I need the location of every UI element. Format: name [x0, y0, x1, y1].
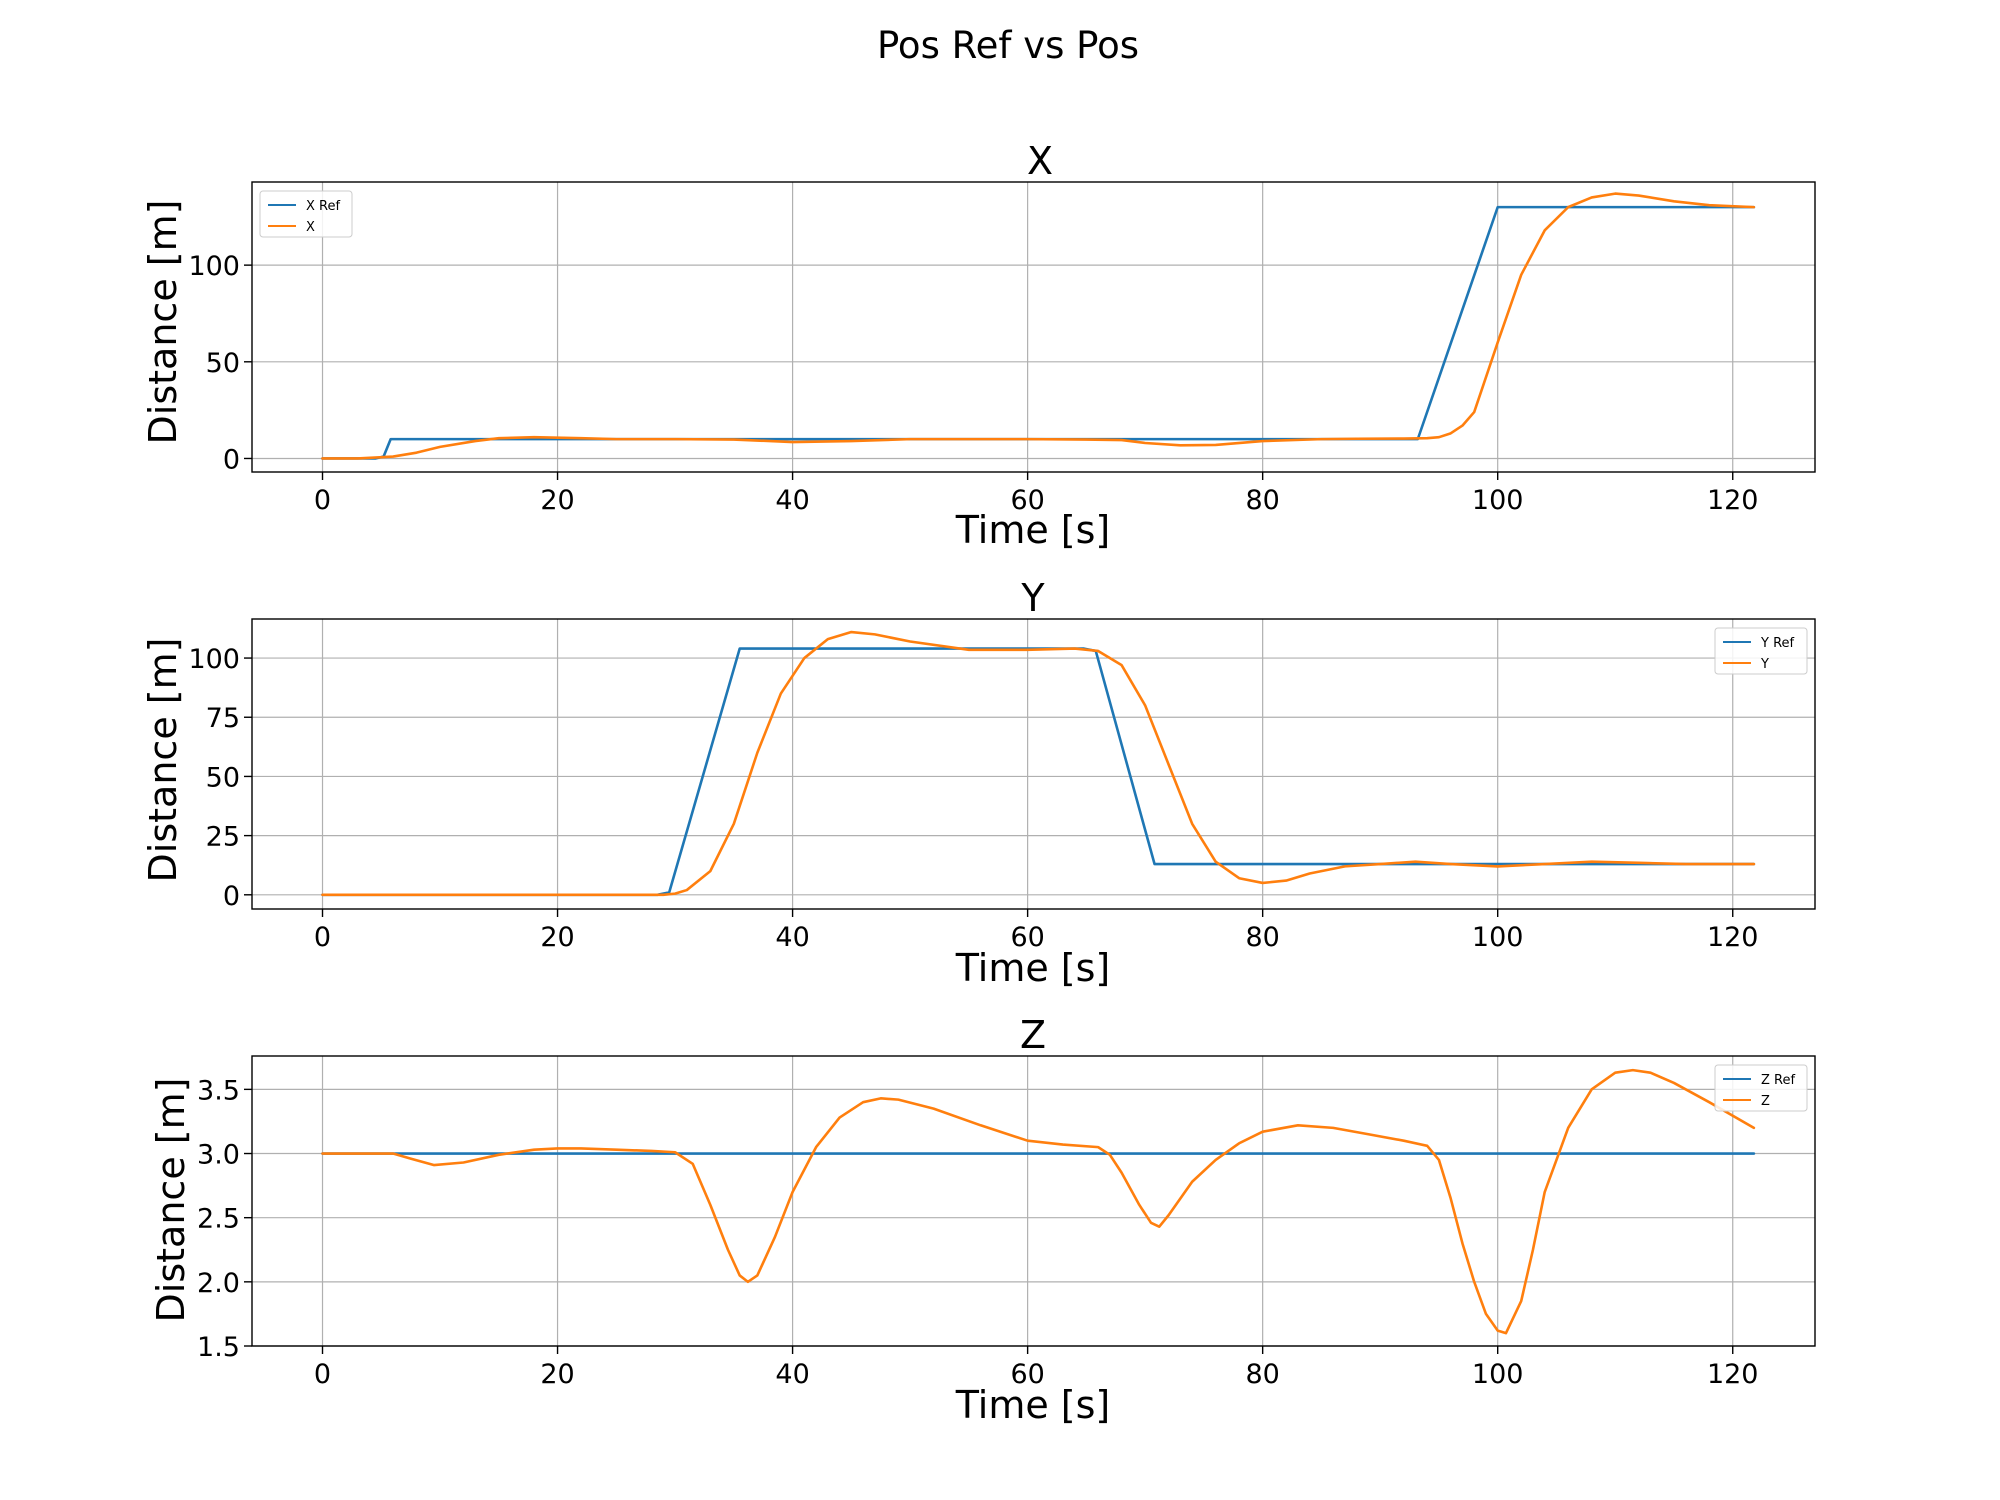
x-tick-label: 20 [540, 485, 574, 516]
x-tick-label: 20 [540, 922, 574, 953]
figure-title: Pos Ref vs Pos [877, 24, 1139, 67]
subplot-title: X [1027, 139, 1053, 183]
x-tick-label: 40 [775, 1359, 809, 1390]
y-tick-label: 2.5 [197, 1204, 240, 1235]
x-tick-label: 100 [1472, 1359, 1524, 1390]
x-tick-label: 20 [540, 1359, 574, 1390]
y-tick-label: 25 [206, 822, 240, 853]
subplot-title: Y [1020, 576, 1045, 620]
x-tick-label: 100 [1472, 485, 1524, 516]
axis-ticks: 0 20 40 60 80 100 120 1.5 2.0 2.5 3.0 3.5 [197, 1075, 1758, 1390]
legend-label: Y Ref [1760, 636, 1795, 651]
legend: Z Ref Z [1714, 1064, 1808, 1112]
subplot-x: 0 20 40 60 80 100 120 0 50 100 X Time [s] Distanc… [141, 139, 1816, 552]
y-axis-label: Distance [m] [141, 638, 185, 883]
y-tick-label: 3.0 [197, 1140, 240, 1171]
series-lines [321, 192, 1756, 460]
series-line-y [321, 630, 1756, 897]
y-tick-label: 50 [206, 762, 240, 793]
x-tick-label: 60 [1010, 485, 1044, 516]
y-axis-label: Distance [m] [149, 1078, 193, 1323]
y-tick-label: 100 [188, 251, 240, 282]
x-tick-label: 0 [314, 485, 331, 516]
y-tick-label: 0 [223, 444, 240, 475]
y-tick-label: 75 [206, 703, 240, 734]
grid-lines [252, 619, 1815, 909]
grid-lines [252, 182, 1815, 472]
series-line-x [321, 192, 1756, 460]
legend-label: Z [1761, 1094, 1770, 1109]
series-lines [321, 630, 1756, 897]
subplot-title: Z [1020, 1013, 1046, 1057]
x-tick-label: 0 [314, 1359, 331, 1390]
legend-label: X Ref [306, 199, 340, 214]
x-axis-label: Time [s] [955, 946, 1111, 990]
series-line-x-ref [321, 205, 1756, 460]
x-tick-label: 0 [314, 922, 331, 953]
legend: X Ref X [259, 190, 353, 238]
x-tick-label: 120 [1707, 1359, 1759, 1390]
y-tick-label: 1.5 [197, 1332, 240, 1363]
x-tick-label: 80 [1245, 922, 1279, 953]
axes-frame [251, 181, 1816, 473]
y-tick-label: 3.5 [197, 1075, 240, 1106]
x-tick-label: 60 [1010, 1359, 1044, 1390]
axis-ticks: 0 20 40 60 80 100 120 0 50 100 [188, 251, 1758, 516]
axes-frame [251, 1055, 1816, 1347]
legend-label: X [306, 220, 315, 235]
axes-frame [251, 618, 1816, 910]
x-axis-label: Time [s] [955, 508, 1111, 552]
x-tick-label: 40 [775, 922, 809, 953]
x-tick-label: 100 [1472, 922, 1524, 953]
y-tick-label: 100 [188, 644, 240, 675]
legend-label: Z Ref [1761, 1073, 1795, 1088]
legend: Y Ref Y [1714, 627, 1808, 675]
x-axis-label: Time [s] [955, 1383, 1111, 1427]
y-tick-label: 0 [223, 881, 240, 912]
y-tick-label: 50 [206, 348, 240, 379]
y-tick-label: 2.0 [197, 1268, 240, 1299]
subplot-y: 0 20 40 60 80 100 120 0 25 50 75 100 Y Time [s] Dis… [141, 576, 1816, 990]
x-tick-label: 40 [775, 485, 809, 516]
x-tick-label: 120 [1707, 922, 1759, 953]
grid-lines [252, 1056, 1815, 1347]
series-line-y-ref [321, 647, 1756, 897]
legend-label: Y [1760, 657, 1769, 672]
x-tick-label: 80 [1245, 1359, 1279, 1390]
axis-ticks: 0 20 40 60 80 100 120 0 25 50 75 100 [188, 644, 1758, 953]
y-axis-label: Distance [m] [141, 200, 185, 445]
subplot-z: 0 20 40 60 80 100 120 1.5 2.0 2.5 3.0 3.5 Z Time [s… [149, 1013, 1816, 1427]
x-tick-label: 80 [1245, 485, 1279, 516]
series-lines [321, 1068, 1756, 1335]
x-tick-label: 120 [1707, 485, 1759, 516]
x-tick-label: 60 [1010, 922, 1044, 953]
series-line-z [321, 1068, 1756, 1335]
